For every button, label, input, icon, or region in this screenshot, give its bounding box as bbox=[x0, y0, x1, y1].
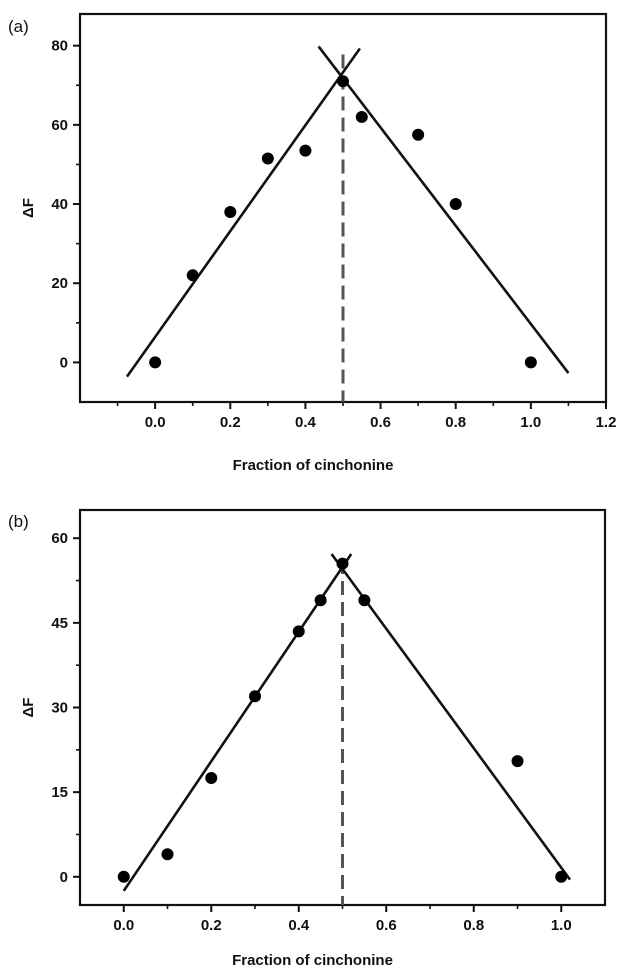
x-tick-label: 0.0 bbox=[113, 917, 134, 934]
y-tick-label: 45 bbox=[51, 615, 68, 632]
x-tick-label: 1.0 bbox=[520, 414, 541, 431]
x-tick-label: 0.6 bbox=[376, 917, 397, 934]
data-point bbox=[337, 75, 349, 88]
x-axis-title: Fraction of cinchonine bbox=[233, 457, 394, 474]
data-point bbox=[299, 144, 312, 157]
y-tick-label: 0 bbox=[60, 869, 68, 886]
x-tick-label: 0.4 bbox=[295, 414, 317, 431]
fit-line-rising bbox=[125, 47, 361, 378]
x-tick-label: 0.8 bbox=[463, 917, 484, 934]
data-point bbox=[555, 870, 568, 883]
y-tick-label: 40 bbox=[51, 196, 68, 213]
x-tick-label: 0.0 bbox=[145, 414, 166, 431]
data-point bbox=[412, 128, 425, 141]
data-point bbox=[161, 848, 174, 861]
data-point bbox=[186, 269, 199, 282]
data-point bbox=[292, 625, 305, 638]
data-point bbox=[249, 690, 261, 703]
x-axis-title: Fraction of cinchonine bbox=[232, 952, 393, 968]
data-point bbox=[117, 870, 130, 883]
y-axis-title: ΔF bbox=[20, 698, 37, 718]
fit-line-rising bbox=[122, 553, 353, 892]
x-tick-label: 0.2 bbox=[220, 414, 241, 431]
fit-line-falling bbox=[330, 553, 572, 881]
y-tick-label: 80 bbox=[51, 38, 68, 55]
fit-line-falling bbox=[317, 45, 570, 374]
data-point bbox=[224, 205, 237, 218]
x-tick-label: 1.2 bbox=[596, 414, 617, 431]
y-tick-label: 60 bbox=[51, 117, 68, 134]
x-tick-label: 0.6 bbox=[370, 414, 391, 431]
x-tick-label: 0.8 bbox=[445, 414, 466, 431]
y-tick-label: 20 bbox=[51, 275, 68, 292]
data-point bbox=[261, 152, 274, 165]
data-point bbox=[149, 356, 162, 369]
x-tick-label: 1.0 bbox=[551, 917, 572, 934]
x-tick-label: 0.4 bbox=[288, 917, 310, 934]
data-point bbox=[314, 594, 327, 607]
x-tick-label: 0.2 bbox=[201, 917, 222, 934]
data-point bbox=[355, 110, 368, 123]
data-point bbox=[524, 356, 537, 369]
panel-label: (b) bbox=[8, 512, 29, 531]
data-point bbox=[205, 772, 218, 785]
data-point bbox=[358, 594, 371, 607]
y-tick-label: 30 bbox=[51, 700, 68, 717]
y-tick-label: 0 bbox=[60, 354, 68, 371]
data-point bbox=[511, 755, 524, 768]
panel-label: (a) bbox=[8, 17, 29, 36]
data-point bbox=[449, 198, 462, 211]
y-tick-label: 60 bbox=[51, 530, 68, 547]
y-tick-label: 15 bbox=[51, 784, 68, 801]
data-point bbox=[336, 557, 349, 570]
y-axis-title: ΔF bbox=[20, 198, 37, 218]
